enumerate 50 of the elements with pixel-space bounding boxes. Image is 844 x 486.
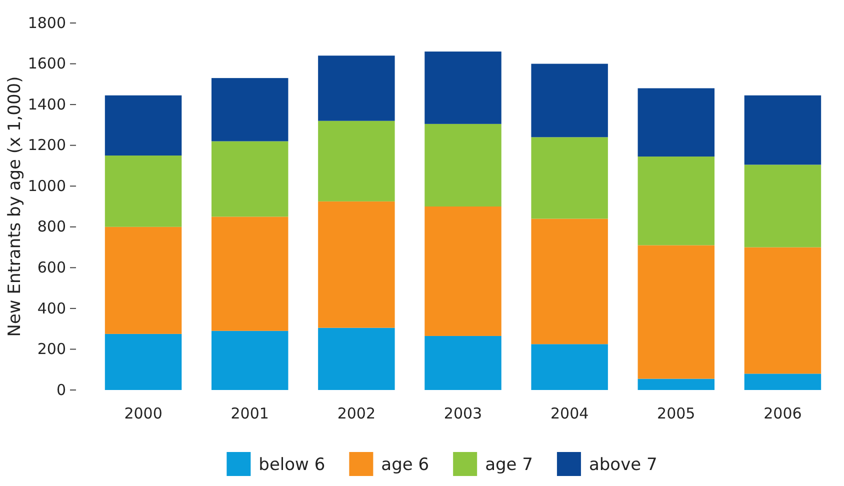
bar — [318, 120, 395, 202]
y-tick-label: 1600 — [28, 54, 66, 73]
x-tick-label: 2000 — [124, 404, 162, 423]
legend-label: age 6 — [381, 455, 430, 475]
bar — [531, 344, 608, 390]
bar — [744, 164, 822, 248]
x-tick-label: 2002 — [337, 404, 376, 423]
y-tick-label: 1000 — [28, 176, 66, 195]
bar — [318, 201, 395, 328]
bar — [104, 156, 182, 227]
legend-label: age 7 — [485, 455, 533, 475]
bar — [318, 56, 395, 121]
y-tick-label: 1400 — [28, 95, 66, 114]
bar — [211, 216, 288, 331]
bar — [744, 247, 822, 374]
x-tick-label: 2003 — [444, 404, 482, 423]
bar — [531, 218, 608, 344]
y-tick-label: 1800 — [28, 14, 66, 32]
bar — [638, 156, 715, 246]
bar — [211, 330, 288, 390]
bar — [104, 95, 182, 156]
legend-label: above 7 — [588, 455, 658, 475]
bar — [104, 334, 182, 390]
x-tick-label: 2005 — [657, 404, 696, 423]
y-tick-label: 600 — [37, 258, 66, 276]
y-tick-label: 200 — [37, 340, 66, 358]
bar — [424, 336, 502, 390]
bar — [638, 88, 715, 157]
legend-label: below 6 — [258, 455, 326, 475]
x-tick-label: 2004 — [550, 404, 589, 423]
y-tick-label: 1200 — [28, 136, 66, 154]
y-axis-title: New Entrants by age (x 1,000) — [5, 76, 25, 337]
y-tick-label: 400 — [37, 299, 66, 318]
y-tick-label: 800 — [37, 218, 66, 236]
bar — [744, 374, 822, 390]
bar — [424, 52, 502, 124]
bar — [531, 64, 608, 138]
x-tick-label: 2006 — [764, 404, 802, 423]
y-tick-label: 0 — [56, 380, 66, 399]
bar — [104, 226, 182, 334]
bar — [531, 137, 608, 219]
x-tick-label: 2001 — [230, 404, 269, 423]
bar — [211, 78, 288, 142]
bar — [424, 206, 502, 336]
bar — [638, 378, 715, 390]
bar — [211, 141, 288, 217]
bar — [744, 95, 822, 165]
bar — [638, 245, 715, 379]
bar — [424, 124, 502, 206]
bar — [318, 328, 395, 390]
